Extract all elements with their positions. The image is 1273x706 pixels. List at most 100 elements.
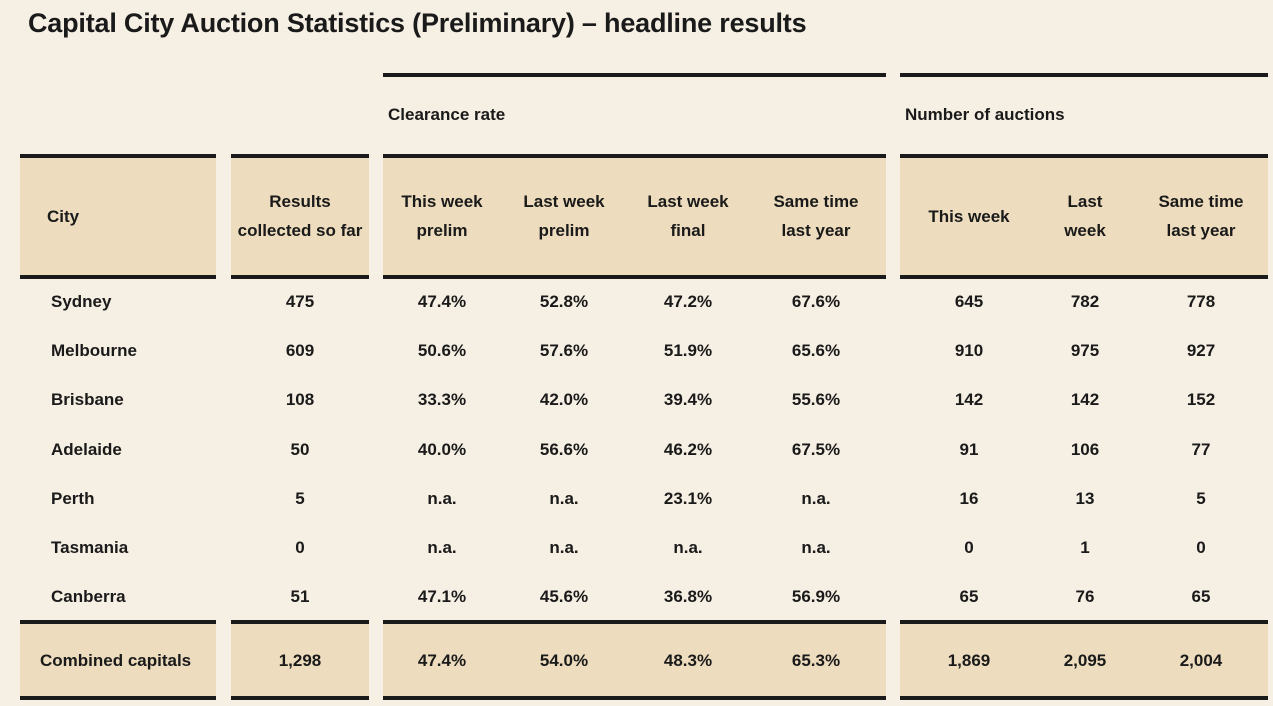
city-name: Tasmania: [51, 538, 129, 557]
header-last-week-final: Last week final: [647, 192, 729, 240]
table-cell: 50: [290, 440, 310, 459]
total-band-results: [231, 620, 369, 699]
page-title: Capital City Auction Statistics (Prelimi…: [28, 8, 807, 38]
table-cell: 47.4%: [417, 292, 467, 311]
table-cell: 0: [1196, 538, 1206, 557]
table-cell: 782: [1070, 292, 1100, 311]
table-cell: 91: [959, 440, 979, 459]
table-cell: 56.9%: [791, 587, 841, 606]
table-cell: 1,869: [947, 650, 991, 670]
table-cell: 778: [1186, 292, 1216, 311]
table-cell: 65: [959, 587, 979, 606]
table-cell: 77: [1191, 440, 1211, 459]
table-cell: 36.8%: [663, 587, 713, 606]
table-cell: 609: [285, 341, 315, 360]
header-band-clearance: [383, 154, 886, 278]
table-rule: [383, 275, 886, 279]
header-same-time-last-year-clearance: Same time last year: [773, 192, 859, 240]
total-band-auctions: [900, 620, 1268, 699]
table-cell: n.a.: [801, 538, 831, 557]
table-cell: 106: [1070, 440, 1100, 459]
table-cell: 45.6%: [539, 587, 589, 606]
table-rule: [900, 696, 1268, 700]
table-rule: [900, 620, 1268, 624]
total-band-city: [20, 620, 216, 699]
table-cell: 65.6%: [791, 341, 841, 360]
table-cell: 65.3%: [791, 650, 841, 670]
city-name: Perth: [51, 489, 95, 508]
table-cell: 1: [1080, 538, 1090, 557]
table-cell: 67.6%: [791, 292, 841, 311]
table-rule: [20, 154, 216, 158]
table-cell: 33.3%: [417, 390, 467, 409]
table-cell: 47.2%: [663, 292, 713, 311]
table-cell: 65: [1191, 587, 1211, 606]
table-cell: 16: [959, 489, 979, 508]
table-cell: 51.9%: [663, 341, 713, 360]
table-cell: 54.0%: [539, 650, 589, 670]
auctions-group-label: Number of auctions: [905, 105, 1065, 124]
table-rule: [20, 696, 216, 700]
table-cell: 0: [295, 538, 305, 557]
table-cell: 142: [1070, 390, 1100, 409]
table-cell: 23.1%: [663, 489, 713, 508]
city-name: Melbourne: [51, 341, 137, 360]
table-cell: 108: [285, 390, 315, 409]
table-rule: [900, 154, 1268, 158]
table-cell: n.a.: [427, 489, 457, 508]
table-cell: 55.6%: [791, 390, 841, 409]
table-cell: 910: [954, 341, 984, 360]
table-rule: [231, 275, 369, 279]
table-cell: 13: [1075, 489, 1095, 508]
table-cell: 39.4%: [663, 390, 713, 409]
table-cell: n.a.: [673, 538, 703, 557]
table-rule: [383, 154, 886, 158]
table-cell: 142: [954, 390, 984, 409]
header-last-week-prelim: Last week prelim: [523, 192, 605, 240]
table-cell: 56.6%: [539, 440, 589, 459]
table-cell: n.a.: [427, 538, 457, 557]
table-cell: 645: [954, 292, 984, 311]
total-label: Combined capitals: [40, 650, 192, 670]
table-cell: 152: [1186, 390, 1216, 409]
table-cell: 76: [1075, 587, 1095, 606]
table-cell: 975: [1070, 341, 1100, 360]
header-city: City: [47, 206, 80, 226]
clearance-rate-group-label: Clearance rate: [388, 105, 506, 124]
table-cell: n.a.: [801, 489, 831, 508]
table-rule: [20, 275, 216, 279]
table-cell: 0: [964, 538, 974, 557]
table-cell: 48.3%: [663, 650, 713, 670]
auctions-group-rule: [900, 73, 1268, 77]
clearance-rate-group-rule: [383, 73, 886, 77]
total-band-clearance: [383, 620, 886, 699]
table-rule: [231, 620, 369, 624]
table-rule: [20, 620, 216, 624]
city-name: Adelaide: [51, 440, 122, 459]
table-cell: 67.5%: [791, 440, 841, 459]
table-cell: 57.6%: [539, 341, 589, 360]
header-last-week-auctions: Last week: [1064, 192, 1106, 240]
table-cell: n.a.: [549, 538, 579, 557]
header-results-collected: Results collected so far: [237, 192, 363, 240]
city-name: Sydney: [51, 292, 112, 311]
table-rule: [900, 275, 1268, 279]
header-band-results: [231, 154, 369, 278]
table-cell: 5: [1196, 489, 1206, 508]
table-rule: [383, 620, 886, 624]
table-cell: 47.1%: [417, 587, 467, 606]
table-cell: 475: [285, 292, 315, 311]
header-band-auctions: [900, 154, 1268, 278]
header-band-city: [20, 154, 216, 278]
table-cell: 52.8%: [539, 292, 589, 311]
table-rule: [231, 154, 369, 158]
table-cell: 40.0%: [417, 440, 467, 459]
table-cell: 51: [290, 587, 310, 606]
table-rule: [231, 696, 369, 700]
header-this-week-auctions: This week: [928, 206, 1010, 226]
header-same-time-last-year-auctions: Same time last year: [1158, 192, 1244, 240]
table-cell: 5: [295, 489, 305, 508]
header-this-week-prelim: This week prelim: [401, 192, 483, 240]
table-cell: 50.6%: [417, 341, 467, 360]
table-cell: 927: [1186, 341, 1216, 360]
